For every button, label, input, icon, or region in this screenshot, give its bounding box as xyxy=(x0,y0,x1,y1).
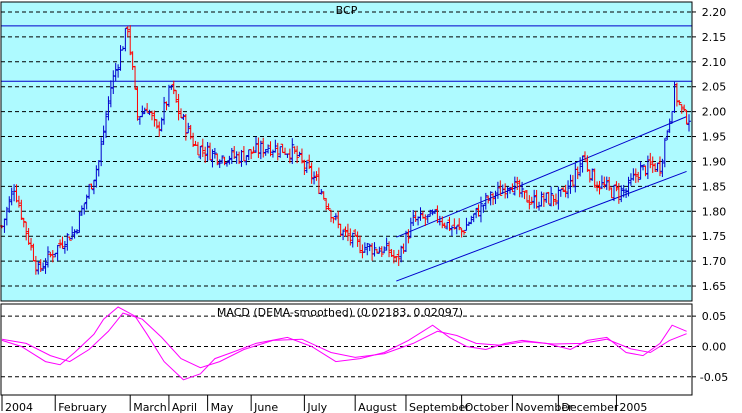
x-axis-tick-label: December xyxy=(561,401,619,413)
price-y-tick-label: 1.85 xyxy=(702,180,727,193)
price-y-tick-label: 1.75 xyxy=(702,230,727,243)
price-plot-background xyxy=(1,2,692,301)
x-axis-tick-label: May xyxy=(211,401,234,413)
x-axis: 2004 February March April May June July August S… xyxy=(2,395,647,413)
price-chart-title: BCP xyxy=(336,4,358,17)
x-axis-tick-label: March xyxy=(133,401,167,413)
macd-chart-title: MACD (DEMA-smoothed) (0.02183, 0.02097) xyxy=(217,306,463,319)
price-y-tick-label: 1.80 xyxy=(702,205,727,218)
x-axis-tick-label: October xyxy=(465,401,509,413)
macd-y-axis: 0.05 0.00 -0.05 xyxy=(692,310,728,384)
x-axis-tick-label: 2004 xyxy=(5,401,33,413)
price-y-axis: 1.65 1.70 1.75 1.80 1.85 1.90 1.95 2.00 2.05 2.10… xyxy=(692,6,726,293)
x-axis-tick-label: July xyxy=(306,401,327,413)
price-y-tick-label: 1.65 xyxy=(702,280,727,293)
macd-y-tick-label: -0.05 xyxy=(700,371,728,384)
price-y-tick-label: 2.20 xyxy=(702,6,727,19)
price-y-tick-label: 1.95 xyxy=(702,131,727,144)
price-y-tick-label: 2.15 xyxy=(702,31,727,44)
macd-y-tick-label: 0.00 xyxy=(702,340,727,353)
macd-y-tick-label: 0.05 xyxy=(702,310,727,323)
price-y-tick-label: 2.10 xyxy=(702,56,727,69)
x-axis-tick-label: August xyxy=(358,401,397,413)
price-y-tick-label: 2.05 xyxy=(702,81,727,94)
x-axis-tick-label: February xyxy=(58,401,107,413)
price-y-tick-label: 1.70 xyxy=(702,255,727,268)
price-y-tick-label: 2.00 xyxy=(702,106,727,119)
x-axis-tick-label: September xyxy=(409,401,470,413)
x-axis-tick-label: June xyxy=(253,401,278,413)
macd-panel: 0.05 0.00 -0.05 MACD (DEMA-smoothed) (0.02… xyxy=(1,304,728,395)
x-axis-tick-label: 2005 xyxy=(619,401,647,413)
price-y-tick-label: 1.90 xyxy=(702,155,727,168)
price-panel: 1.65 1.70 1.75 1.80 1.85 1.90 1.95 2.00 2.05 2.10… xyxy=(0,2,726,301)
x-axis-tick-label: April xyxy=(172,401,197,413)
